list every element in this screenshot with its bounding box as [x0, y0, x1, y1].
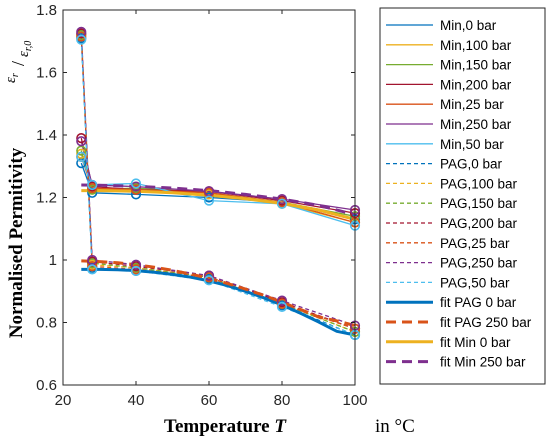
- series-line: [81, 267, 355, 337]
- series-line: [81, 183, 355, 217]
- y-axis-title: Normalised Permitivity εr / εr,0: [3, 41, 34, 338]
- data-point: [87, 183, 98, 194]
- legend-item-pag-150-bar: PAG,150 bar: [386, 196, 518, 211]
- legend-item-min-200-bar: Min,200 bar: [386, 77, 512, 92]
- y-tick-label: 1.4: [36, 127, 57, 144]
- legend-item-fit-min-250-bar: fit Min 250 bar: [386, 355, 526, 370]
- legend-label: PAG,0 bar: [440, 157, 503, 172]
- data-point: [276, 298, 288, 309]
- data-point: [276, 198, 288, 209]
- legend-item-min-100-bar: Min,100 bar: [386, 38, 512, 53]
- x-tick-label: 60: [201, 392, 218, 409]
- legend-label: fit Min 0 bar: [440, 335, 511, 350]
- y-axis-ratio: εr / εr,0: [3, 41, 34, 83]
- data-point: [76, 133, 87, 144]
- data-point: [130, 265, 142, 277]
- data-point: [130, 259, 142, 270]
- x-tick-label: 100: [342, 392, 367, 409]
- data-point: [76, 151, 87, 162]
- legend-label: fit PAG 250 bar: [440, 315, 532, 330]
- data-point: [130, 184, 142, 195]
- data-point: [76, 148, 87, 159]
- markers-pag-250-bar: [76, 26, 361, 331]
- legend-item-min-50-bar: Min,50 bar: [386, 137, 504, 152]
- y-axis-ratio-den: εr,0: [16, 41, 34, 57]
- y-axis-title-text: Normalised Permitivity: [6, 147, 27, 338]
- series-fit-pag-0-bar: [81, 267, 355, 337]
- legend-label: fit PAG 0 bar: [440, 295, 517, 310]
- data-point: [87, 179, 98, 191]
- legend-item-pag-250-bar: PAG,250 bar: [386, 256, 518, 271]
- legend-item-fit-min-0-bar: fit Min 0 bar: [386, 335, 511, 350]
- y-tick-label: 1.8: [36, 2, 57, 19]
- legend-label: Min,250 bar: [440, 117, 512, 132]
- y-tick-label: 1: [49, 252, 57, 269]
- legend-item-min-25-bar: Min,25 bar: [386, 97, 504, 112]
- legend: Min,0 bar Min,100 bar Min,150 bar Min,200 b…: [386, 18, 532, 370]
- x-tick-label: 80: [274, 392, 291, 409]
- legend-item-fit-pag-250-bar: fit PAG 250 bar: [386, 315, 532, 330]
- y-axis-ratio-num: εr: [3, 73, 21, 83]
- legend-label: PAG,250 bar: [440, 256, 518, 271]
- data-point: [203, 275, 215, 286]
- legend-label: PAG,150 bar: [440, 196, 518, 211]
- legend-item-min-0-bar: Min,0 bar: [386, 18, 497, 33]
- legend-label: PAG,200 bar: [440, 216, 518, 231]
- data-point: [76, 136, 87, 147]
- series-fit-min-250-bar: [81, 183, 355, 217]
- legend-item-min-250-bar: Min,250 bar: [386, 117, 512, 132]
- data-point: [276, 295, 288, 306]
- data-point: [203, 192, 215, 203]
- x-axis-title-var: T: [274, 416, 287, 437]
- legend-item-pag-100-bar: PAG,100 bar: [386, 176, 518, 191]
- legend-label: PAG,100 bar: [440, 176, 518, 191]
- legend-item-fit-pag-0-bar: fit PAG 0 bar: [386, 295, 517, 310]
- legend-label: PAG,25 bar: [440, 236, 510, 251]
- legend-label: PAG,50 bar: [440, 275, 510, 290]
- legend-label: Min,150 bar: [440, 58, 512, 73]
- data-point: [276, 301, 288, 312]
- data-point: [203, 195, 215, 206]
- y-axis-ratio-slash: /: [8, 61, 28, 66]
- y-tick-label: 0.8: [36, 315, 57, 332]
- legend-label: Min,0 bar: [440, 18, 497, 33]
- legend-label: fit Min 250 bar: [440, 355, 526, 370]
- data-point: [130, 181, 142, 192]
- y-tick-label: 1.6: [36, 65, 57, 82]
- data-point: [203, 270, 215, 281]
- legend-item-pag-200-bar: PAG,200 bar: [386, 216, 518, 231]
- data-point: [76, 31, 87, 42]
- legend-label: Min,50 bar: [440, 137, 504, 152]
- ticks-layer: 20 40 60 80 100 0.6 0.8 1 1.2 1.4 1.6 1.8: [36, 2, 367, 409]
- marker-layer: [76, 26, 361, 341]
- legend-item-min-150-bar: Min,150 bar: [386, 58, 512, 73]
- x-axis-title: Temperature T: [164, 416, 287, 437]
- data-point: [76, 34, 87, 45]
- data-point: [87, 261, 98, 272]
- x-tick-label: 20: [55, 392, 72, 409]
- data-point: [276, 193, 288, 205]
- legend-item-pag-50-bar: PAG,50 bar: [386, 275, 510, 290]
- x-axis-unit: in °C: [375, 416, 415, 437]
- data-point: [130, 178, 142, 189]
- legend-label: Min,25 bar: [440, 97, 504, 112]
- x-axis-title-text: Temperature: [164, 416, 270, 437]
- legend-label: Min,100 bar: [440, 38, 512, 53]
- legend-item-pag-25-bar: PAG,25 bar: [386, 236, 510, 251]
- legend-item-pag-0-bar: PAG,0 bar: [386, 157, 503, 172]
- data-point: [87, 264, 98, 275]
- legend-label: Min,200 bar: [440, 77, 512, 92]
- y-tick-label: 0.6: [36, 377, 57, 394]
- y-tick-label: 1.2: [36, 190, 57, 207]
- x-tick-label: 40: [128, 392, 145, 409]
